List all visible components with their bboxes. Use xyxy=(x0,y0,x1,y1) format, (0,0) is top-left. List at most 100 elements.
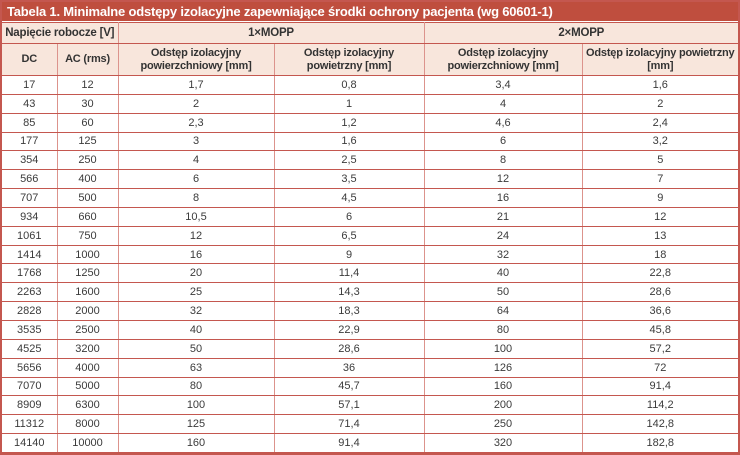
table-cell: 1,6 xyxy=(581,75,738,95)
header-working-voltage: Napięcie robocze [V] xyxy=(2,22,119,44)
table-cell: 36,6 xyxy=(581,301,738,321)
table-cell: 125 xyxy=(117,414,275,435)
table-cell: 6300 xyxy=(56,395,119,416)
table-cell: 3 xyxy=(117,131,275,152)
table-cell: 3,2 xyxy=(581,131,738,152)
table-cell: 80 xyxy=(117,376,275,397)
table-cell: 5000 xyxy=(56,376,119,397)
table-cell: 3535 xyxy=(2,319,58,340)
table-cell: 142,8 xyxy=(581,414,738,435)
table-cell: 2 xyxy=(581,93,738,114)
table-cell: 750 xyxy=(56,225,119,246)
table-cell: 17 xyxy=(2,75,58,95)
table-cell: 57,2 xyxy=(581,338,738,359)
table-cell: 8 xyxy=(423,150,583,171)
table-cell: 14140 xyxy=(2,433,58,453)
table-cell: 71,4 xyxy=(273,414,425,435)
column-header-row: DC AC (rms) Odstęp izolacyjny powierzchn… xyxy=(2,43,738,76)
table-cell: 72 xyxy=(581,357,738,378)
table-cell: 30 xyxy=(56,93,119,114)
table-row: 1414 1000 16 9 32 18 xyxy=(2,244,738,265)
table-cell: 177 xyxy=(2,131,58,152)
table-cell: 9 xyxy=(273,244,425,265)
table-cell: 2,4 xyxy=(581,112,738,133)
header-clearance-1xmopp: Odstęp izolacyjny powietrzny [mm] xyxy=(273,43,425,76)
table-cell: 0,8 xyxy=(273,75,425,95)
table-cell: 114,2 xyxy=(581,395,738,416)
table-cell: 40 xyxy=(423,263,583,284)
table-title: Tabela 1. Minimalne odstępy izolacyjne z… xyxy=(7,4,553,19)
table-cell: 200 xyxy=(423,395,583,416)
header-1xmopp: 1×MOPP xyxy=(117,22,425,44)
table-row: 3535 2500 40 22,9 80 45,8 xyxy=(2,319,738,340)
table-row: 4525 3200 50 28,6 100 57,2 xyxy=(2,338,738,359)
table-row: 2263 1600 25 14,3 50 28,6 xyxy=(2,282,738,303)
table-cell: 2,3 xyxy=(117,112,275,133)
table-cell: 1000 xyxy=(56,244,119,265)
table-cell: 2000 xyxy=(56,301,119,321)
insulation-distance-table: Napięcie robocze [V] 1×MOPP 2×MOPP DC AC… xyxy=(2,22,738,453)
table-cell: 5656 xyxy=(2,357,58,378)
table-row: 1768 1250 20 11,4 40 22,8 xyxy=(2,263,738,284)
table-cell: 22,9 xyxy=(273,319,425,340)
table-cell: 2263 xyxy=(2,282,58,303)
table-cell: 320 xyxy=(423,433,583,453)
table-cell: 85 xyxy=(2,112,58,133)
table-cell: 12 xyxy=(423,169,583,190)
table-cell: 126 xyxy=(423,357,583,378)
table-cell: 6 xyxy=(273,206,425,227)
header-ac-rms: AC (rms) xyxy=(56,43,119,76)
table-row: 11312 8000 125 71,4 250 142,8 xyxy=(2,414,738,435)
header-dc: DC xyxy=(2,43,58,76)
group-header-row: Napięcie robocze [V] 1×MOPP 2×MOPP xyxy=(2,22,738,44)
table-cell: 14,3 xyxy=(273,282,425,303)
table-title-bar: Tabela 1. Minimalne odstępy izolacyjne z… xyxy=(2,2,738,22)
table-cell: 250 xyxy=(56,150,119,171)
table-cell: 1414 xyxy=(2,244,58,265)
table-cell: 64 xyxy=(423,301,583,321)
table-cell: 6,5 xyxy=(273,225,425,246)
table-cell: 250 xyxy=(423,414,583,435)
table-cell: 91,4 xyxy=(273,433,425,453)
table-cell: 4000 xyxy=(56,357,119,378)
table-row: 8909 6300 100 57,1 200 114,2 xyxy=(2,395,738,416)
table-cell: 50 xyxy=(117,338,275,359)
table-cell: 40 xyxy=(117,319,275,340)
table-cell: 63 xyxy=(117,357,275,378)
table-cell: 13 xyxy=(581,225,738,246)
table-cell: 10,5 xyxy=(117,206,275,227)
table-cell: 660 xyxy=(56,206,119,227)
table-cell: 11,4 xyxy=(273,263,425,284)
table-cell: 8000 xyxy=(56,414,119,435)
table-cell: 12 xyxy=(117,225,275,246)
table-cell: 91,4 xyxy=(581,376,738,397)
table-row: 17 12 1,7 0,8 3,4 1,6 xyxy=(2,75,738,95)
table-row: 43 30 2 1 4 2 xyxy=(2,93,738,114)
table-cell: 160 xyxy=(117,433,275,453)
table-cell: 28,6 xyxy=(273,338,425,359)
table-cell: 3,5 xyxy=(273,169,425,190)
table-row: 85 60 2,3 1,2 4,6 2,4 xyxy=(2,112,738,133)
table-cell: 7070 xyxy=(2,376,58,397)
table-cell: 1600 xyxy=(56,282,119,303)
table-row: 2828 2000 32 18,3 64 36,6 xyxy=(2,301,738,321)
table-cell: 1 xyxy=(273,93,425,114)
table-cell: 11312 xyxy=(2,414,58,435)
table-cell: 934 xyxy=(2,206,58,227)
table-cell: 354 xyxy=(2,150,58,171)
table-header: Napięcie robocze [V] 1×MOPP 2×MOPP DC AC… xyxy=(2,22,738,76)
table-cell: 1,7 xyxy=(117,75,275,95)
table-cell: 45,7 xyxy=(273,376,425,397)
table-cell: 22,8 xyxy=(581,263,738,284)
table-cell: 4 xyxy=(117,150,275,171)
table-cell: 16 xyxy=(117,244,275,265)
table-cell: 28,6 xyxy=(581,282,738,303)
table-cell: 6 xyxy=(117,169,275,190)
table-cell: 32 xyxy=(423,244,583,265)
table-cell: 80 xyxy=(423,319,583,340)
table-cell: 32 xyxy=(117,301,275,321)
table-cell: 2,5 xyxy=(273,150,425,171)
table-cell: 5 xyxy=(581,150,738,171)
table-row: 707 500 8 4,5 16 9 xyxy=(2,188,738,208)
